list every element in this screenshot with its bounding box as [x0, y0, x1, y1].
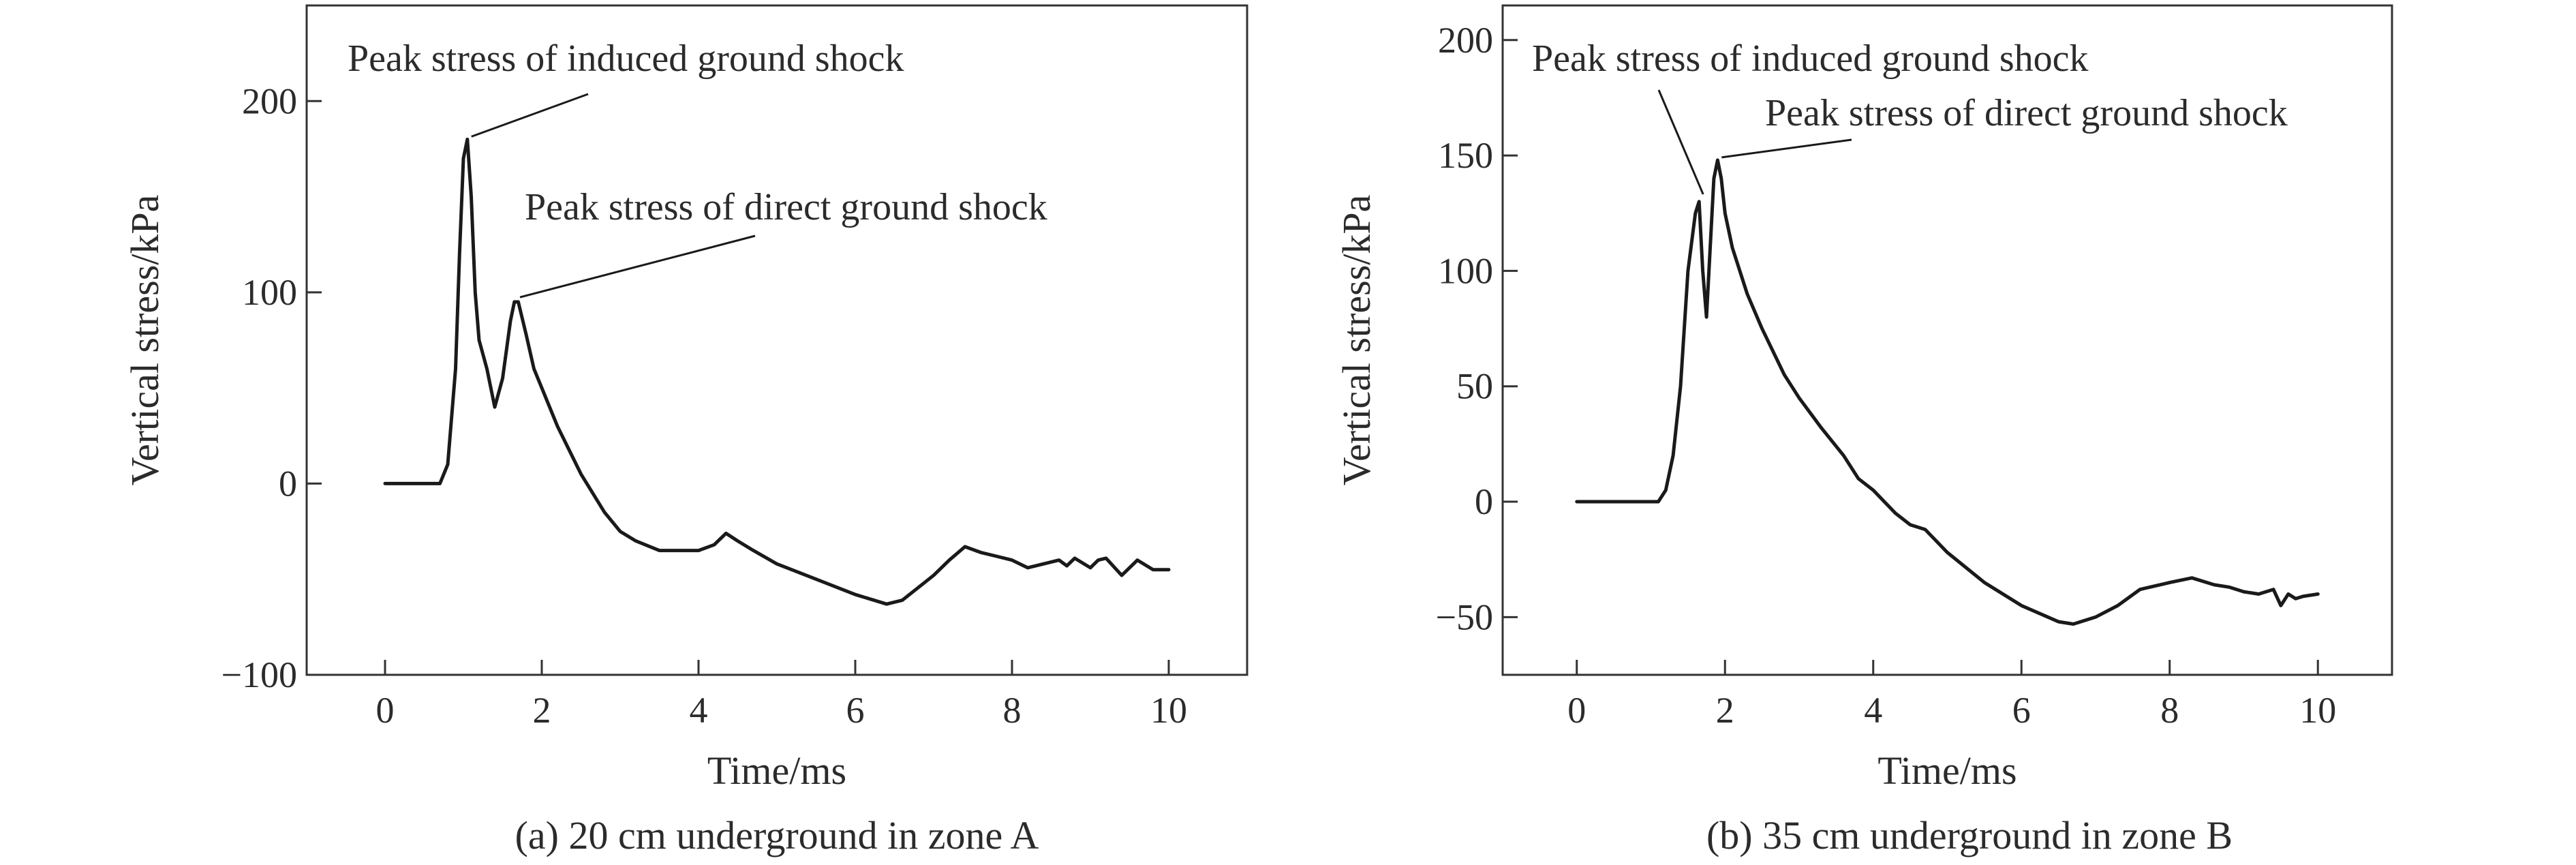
x-tick-label: 8 [1003, 690, 1022, 731]
x-tick-label: 6 [2012, 690, 2031, 731]
annotation-leader [1721, 138, 1852, 159]
y-tick-label: −100 [221, 654, 297, 695]
annotation-label: Peak stress of direct ground shock [1765, 92, 2288, 134]
x-tick-label: 2 [533, 690, 551, 731]
annotation-label: Peak stress of induced ground shock [1532, 37, 2089, 80]
plot-frame [305, 4, 1248, 676]
x-tick-label: 4 [690, 690, 708, 731]
y-tick-label: −50 [1436, 596, 1493, 637]
stress-curve [1575, 158, 2320, 626]
y-tick-label: 100 [1438, 250, 1493, 291]
x-tick-label: 0 [376, 690, 395, 731]
x-tick-label: 2 [1716, 690, 1734, 731]
x-axis-label: Time/ms [707, 748, 846, 793]
panel-caption: (b) 35 cm underground in zone B [1706, 813, 2233, 858]
y-axis-label: Vertical stress/kPa [123, 195, 167, 486]
panel-b: 0 2 4 6 8 10 −50 0 50 100 150 200 Time/ms Vertical st… [1334, 4, 2393, 858]
y-tick-label: 100 [242, 272, 297, 313]
x-tick-label: 0 [1567, 690, 1586, 731]
x-axis-label: Time/ms [1877, 748, 2017, 793]
y-tick-label: 50 [1456, 366, 1493, 407]
x-tick-label: 8 [2160, 690, 2179, 731]
y-tick-label: 0 [279, 463, 297, 504]
panel-caption: (a) 20 cm underground in zone A [515, 813, 1039, 858]
plot-frame [1501, 4, 2393, 676]
y-axis-label: Vertical stress/kPa [1334, 195, 1379, 486]
annotation-leader [471, 93, 589, 138]
panel-a: 0 2 4 6 8 10 −100 0 100 200 Time/ms Vertical stress… [123, 4, 1248, 858]
x-tick-label: 4 [1864, 690, 1882, 731]
stress-curve [383, 137, 1171, 606]
y-tick-label: 200 [242, 80, 297, 121]
annotation-leader [1657, 89, 1704, 195]
y-tick-label: 150 [1438, 135, 1493, 176]
x-tick-label: 10 [2299, 690, 2336, 731]
annotation-label: Peak stress of induced ground shock [348, 37, 904, 80]
annotation-label: Peak stress of direct ground shock [525, 186, 1047, 228]
annotation-leader [519, 234, 756, 299]
y-tick-label: 0 [1475, 481, 1493, 522]
x-tick-label: 6 [846, 690, 865, 731]
x-tick-label: 10 [1150, 690, 1187, 731]
y-tick-label: 200 [1438, 20, 1493, 61]
